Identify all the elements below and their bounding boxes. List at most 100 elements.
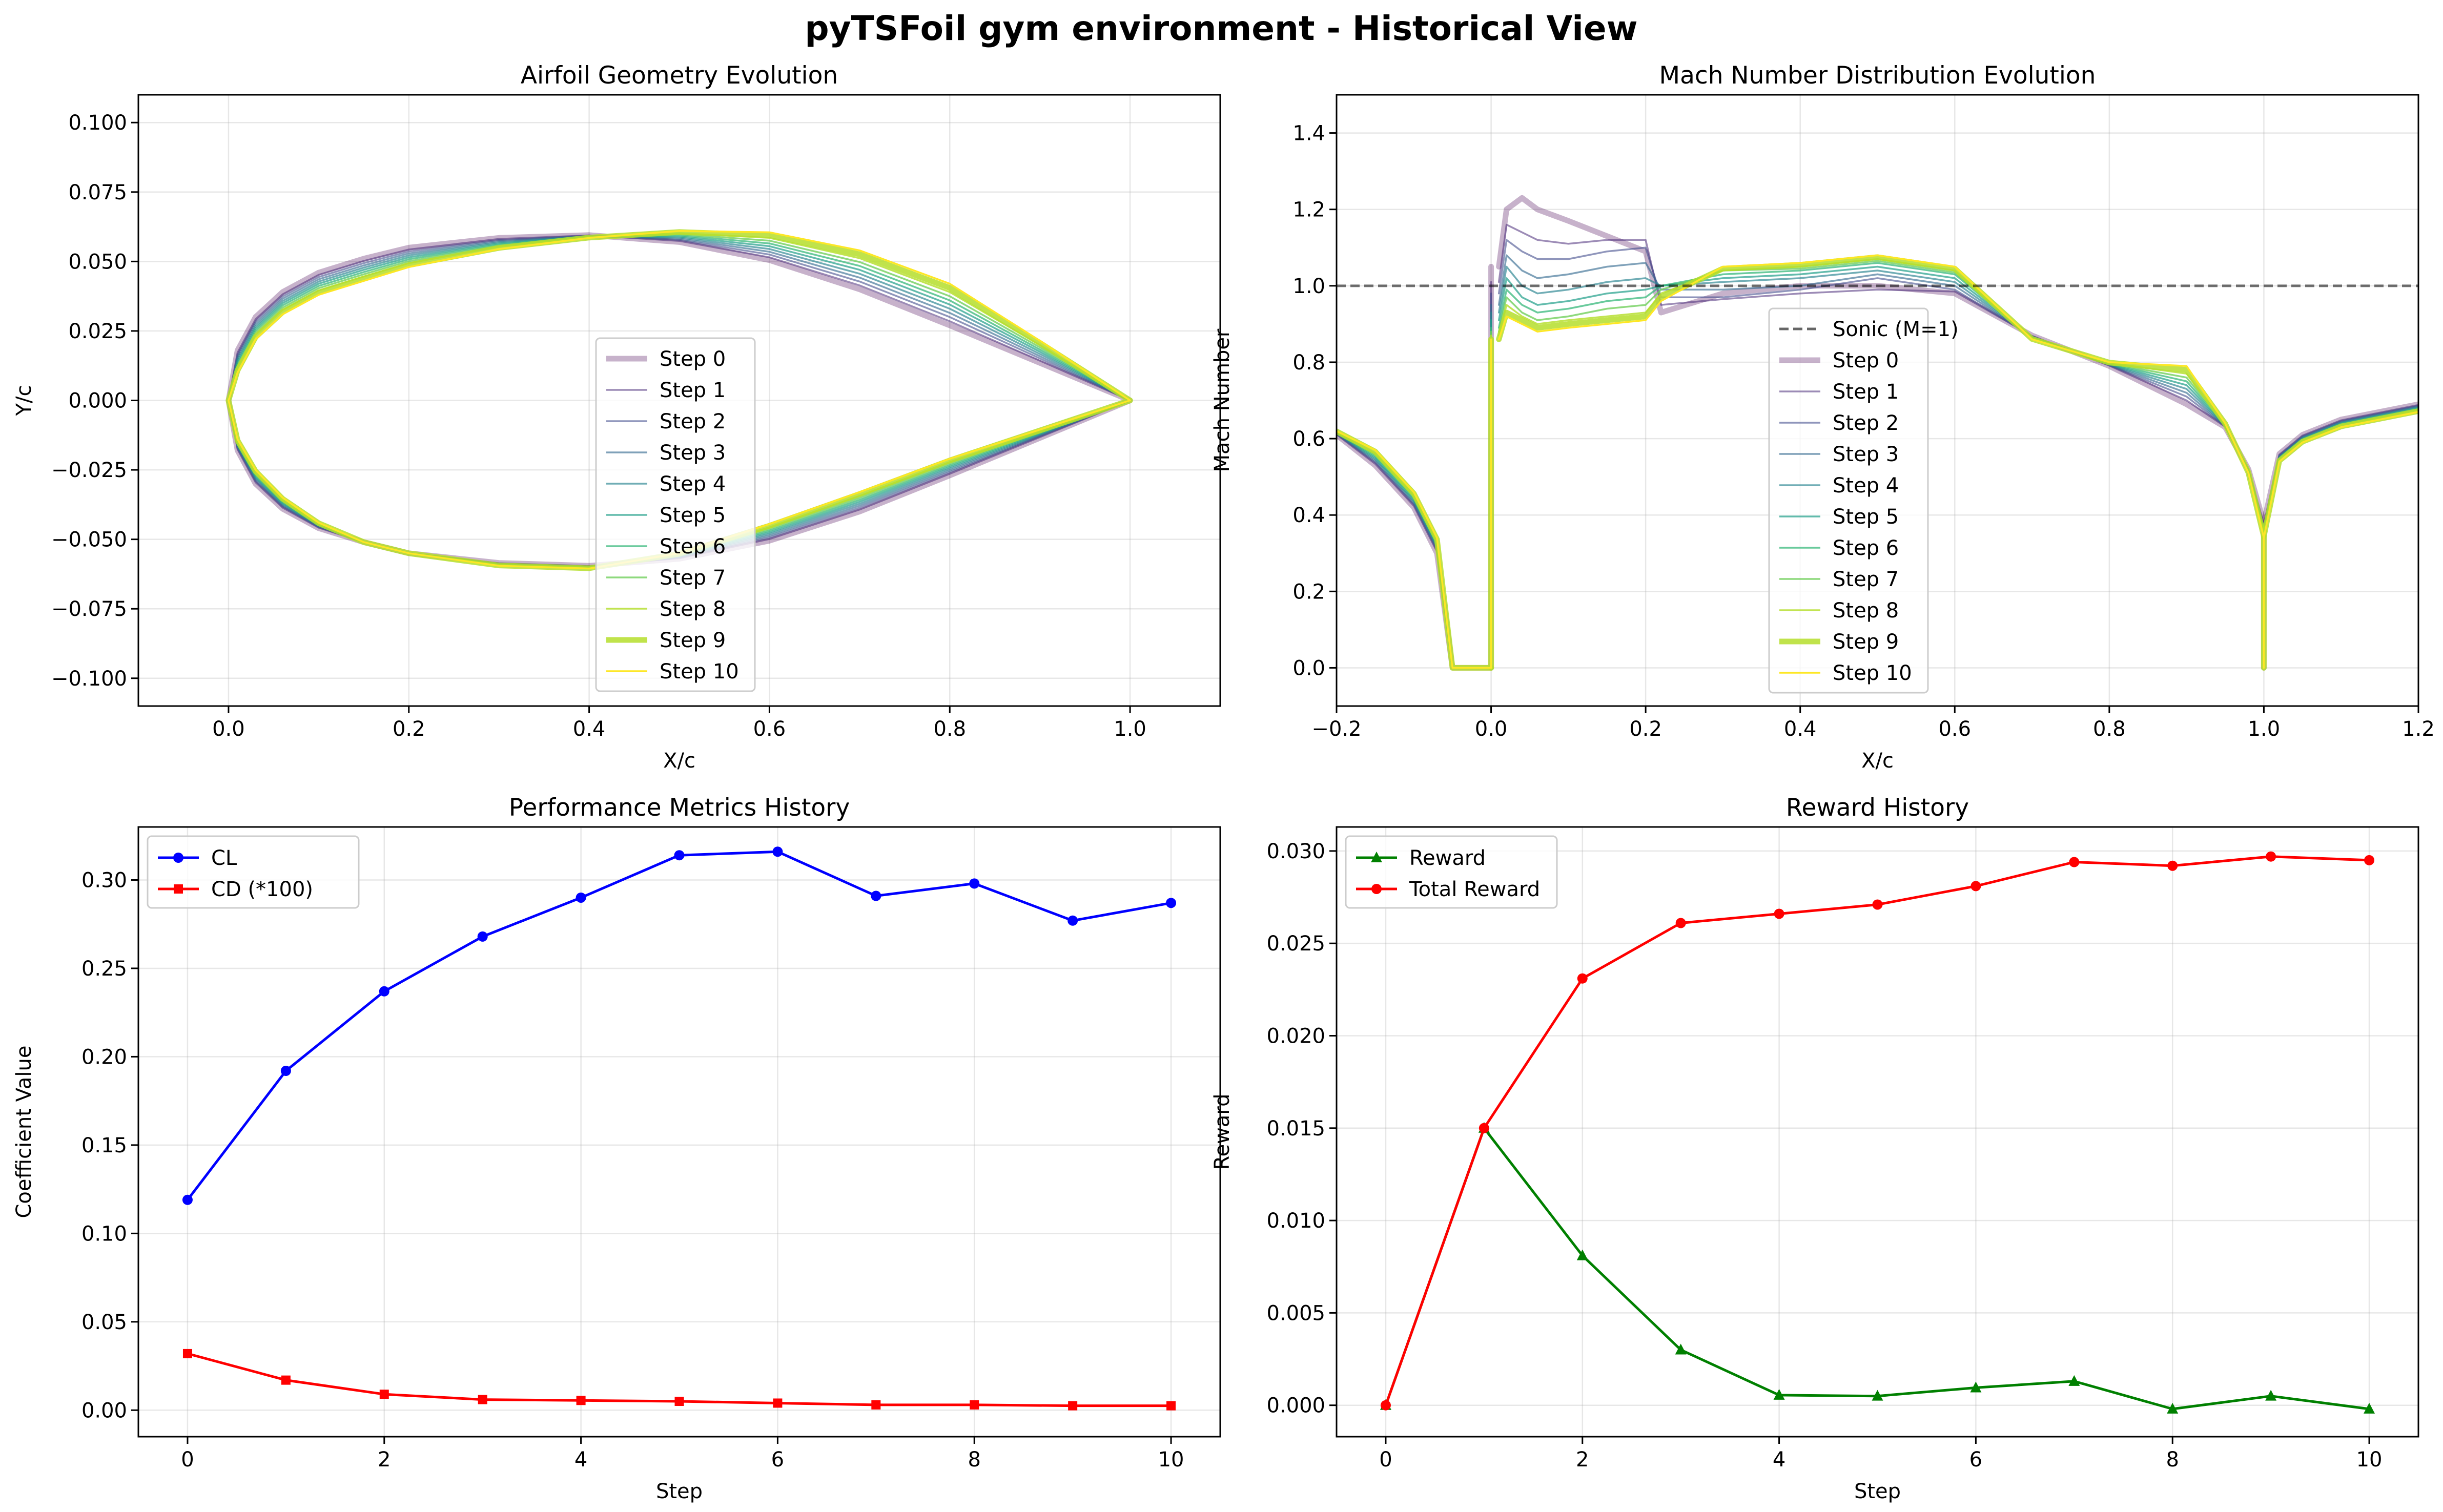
performance-point-1-5 bbox=[674, 1397, 684, 1406]
y-tick-label: 1.0 bbox=[1292, 275, 1325, 298]
x-axis-label: X/c bbox=[663, 749, 695, 773]
axes-frame bbox=[137, 826, 1221, 1438]
reward-point-1-8 bbox=[2167, 860, 2178, 871]
y-tick-label: 0.8 bbox=[1292, 351, 1325, 375]
legend-label: Step 4 bbox=[1833, 474, 1899, 498]
legend-box bbox=[1345, 835, 1558, 909]
reward-point-1-4 bbox=[1774, 908, 1784, 919]
y-tick-label: 0.2 bbox=[1292, 580, 1325, 604]
y-tick-label: −0.075 bbox=[51, 597, 127, 621]
performance-point-1-10 bbox=[1166, 1401, 1176, 1411]
performance-point-1-9 bbox=[1068, 1401, 1078, 1411]
legend-label: Step 7 bbox=[660, 566, 726, 590]
legend-label: Step 2 bbox=[660, 410, 726, 433]
y-tick-label: 0.075 bbox=[68, 181, 127, 204]
y-tick-label: 0.05 bbox=[81, 1311, 127, 1334]
x-tick-label: 1.0 bbox=[1114, 717, 1146, 741]
legend-label: Step 1 bbox=[1833, 380, 1899, 404]
figure-suptitle: pyTSFoil gym environment - Historical Vi… bbox=[805, 9, 1637, 48]
x-tick-label: 8 bbox=[968, 1448, 981, 1472]
legend-marker bbox=[174, 884, 183, 894]
legend-label: Step 3 bbox=[660, 441, 726, 465]
mach-lower-step-2 bbox=[1337, 433, 1492, 669]
legend-label: Step 5 bbox=[660, 504, 726, 527]
y-tick-label: 0.20 bbox=[81, 1045, 127, 1069]
y-tick-label: 0.000 bbox=[68, 389, 127, 413]
legend-label: Step 5 bbox=[1833, 505, 1899, 529]
mach-lines bbox=[1337, 195, 2418, 671]
reward-point-0-10 bbox=[2364, 1402, 2375, 1414]
x-tick-label: 4 bbox=[574, 1448, 587, 1472]
legend-label: Step 3 bbox=[1833, 443, 1899, 466]
performance-point-1-8 bbox=[970, 1400, 979, 1410]
mach-upper-step-5 bbox=[1497, 265, 2265, 531]
legend-label: Step 9 bbox=[660, 629, 726, 652]
y-tick-label: 1.2 bbox=[1292, 198, 1325, 222]
reward-point-1-6 bbox=[1970, 881, 1981, 892]
x-axis-label: Step bbox=[1854, 1480, 1901, 1503]
legend-label: Step 10 bbox=[1833, 661, 1912, 685]
performance-point-1-7 bbox=[871, 1400, 881, 1410]
x-tick-label: 0.2 bbox=[1629, 717, 1662, 741]
mach-lower-step-3 bbox=[1337, 432, 1492, 669]
performance-point-0-2 bbox=[379, 986, 389, 997]
performance-point-0-9 bbox=[1067, 915, 1078, 926]
x-tick-label: 0.2 bbox=[393, 717, 425, 741]
legend-label: CD (*100) bbox=[211, 878, 313, 901]
legend-label: Step 7 bbox=[1833, 568, 1899, 591]
mach-te-step-0 bbox=[2261, 401, 2418, 671]
mach-upper-step-4 bbox=[1497, 265, 2265, 530]
performance-point-1-4 bbox=[576, 1396, 586, 1405]
x-tick-label: 1.0 bbox=[2248, 717, 2281, 741]
reward-point-0-4 bbox=[1773, 1389, 1785, 1400]
axes-frame bbox=[1336, 94, 2419, 707]
x-tick-label: 10 bbox=[1158, 1448, 1184, 1472]
y-tick-label: 0.6 bbox=[1292, 427, 1325, 451]
x-tick-label: 8 bbox=[2166, 1448, 2179, 1472]
legend-label: Total Reward bbox=[1409, 878, 1540, 901]
mach-upper-step-1 bbox=[1497, 223, 2265, 525]
mach-lower-step-0 bbox=[1337, 432, 1494, 671]
reward-point-0-8 bbox=[2167, 1402, 2179, 1414]
y-tick-label: 0.25 bbox=[81, 957, 127, 981]
x-tick-label: 4 bbox=[1773, 1448, 1785, 1472]
reward-point-1-9 bbox=[2266, 851, 2276, 862]
y-axis-label: Reward bbox=[1210, 1094, 1234, 1170]
x-tick-label: 0.8 bbox=[933, 717, 966, 741]
reward-point-1-5 bbox=[1872, 899, 1883, 910]
x-axis-label: Step bbox=[656, 1480, 703, 1503]
y-tick-label: −0.025 bbox=[51, 459, 127, 482]
panel-geometry: 0.0 0.2 0.4 0.6 0.8 1.0 −0.100 −0.075 −0.050 −0.0… bbox=[12, 61, 1221, 773]
mach-upper-step-9 bbox=[1496, 254, 2267, 540]
performance-point-0-5 bbox=[674, 850, 685, 861]
reward-point-0-9 bbox=[2265, 1390, 2277, 1401]
y-tick-label: 0.10 bbox=[81, 1222, 127, 1246]
x-tick-label: 0 bbox=[181, 1448, 194, 1472]
panel-mach: −0.2 0.0 0.2 0.4 0.6 0.8 1.0 1.2 0.0 0.2 0.4 0.6 0.8… bbox=[1210, 61, 2435, 773]
mach-te-step-10 bbox=[2263, 411, 2418, 669]
axes-frame bbox=[1336, 826, 2419, 1438]
x-tick-label: 0.0 bbox=[212, 717, 245, 741]
reward-point-1-7 bbox=[2069, 857, 2080, 867]
y-axis-label: Mach Number bbox=[1210, 328, 1234, 472]
y-tick-label: 0.000 bbox=[1266, 1394, 1325, 1418]
mach-upper-step-0 bbox=[1496, 195, 2267, 526]
y-tick-label: 0.100 bbox=[68, 111, 127, 135]
x-tick-label: 2 bbox=[378, 1448, 391, 1472]
legend-label: Step 0 bbox=[660, 347, 726, 371]
y-tick-label: 1.4 bbox=[1292, 122, 1325, 146]
legend-label: Sonic (M=1) bbox=[1833, 318, 1959, 341]
reward-series-line-1 bbox=[1384, 855, 2371, 1407]
y-tick-label: 0.005 bbox=[1266, 1301, 1325, 1325]
x-axis-label: X/c bbox=[1861, 749, 1894, 773]
x-tick-label: 0.4 bbox=[573, 717, 606, 741]
legend-label: Reward bbox=[1409, 846, 1486, 870]
mach-upper-step-2 bbox=[1497, 239, 2265, 527]
performance-point-0-3 bbox=[477, 931, 488, 942]
mach-lower-step-1 bbox=[1337, 433, 1492, 669]
legend-box bbox=[595, 337, 756, 692]
legend-box bbox=[147, 835, 360, 909]
x-tick-label: 0.6 bbox=[753, 717, 786, 741]
performance-point-0-6 bbox=[772, 846, 783, 857]
